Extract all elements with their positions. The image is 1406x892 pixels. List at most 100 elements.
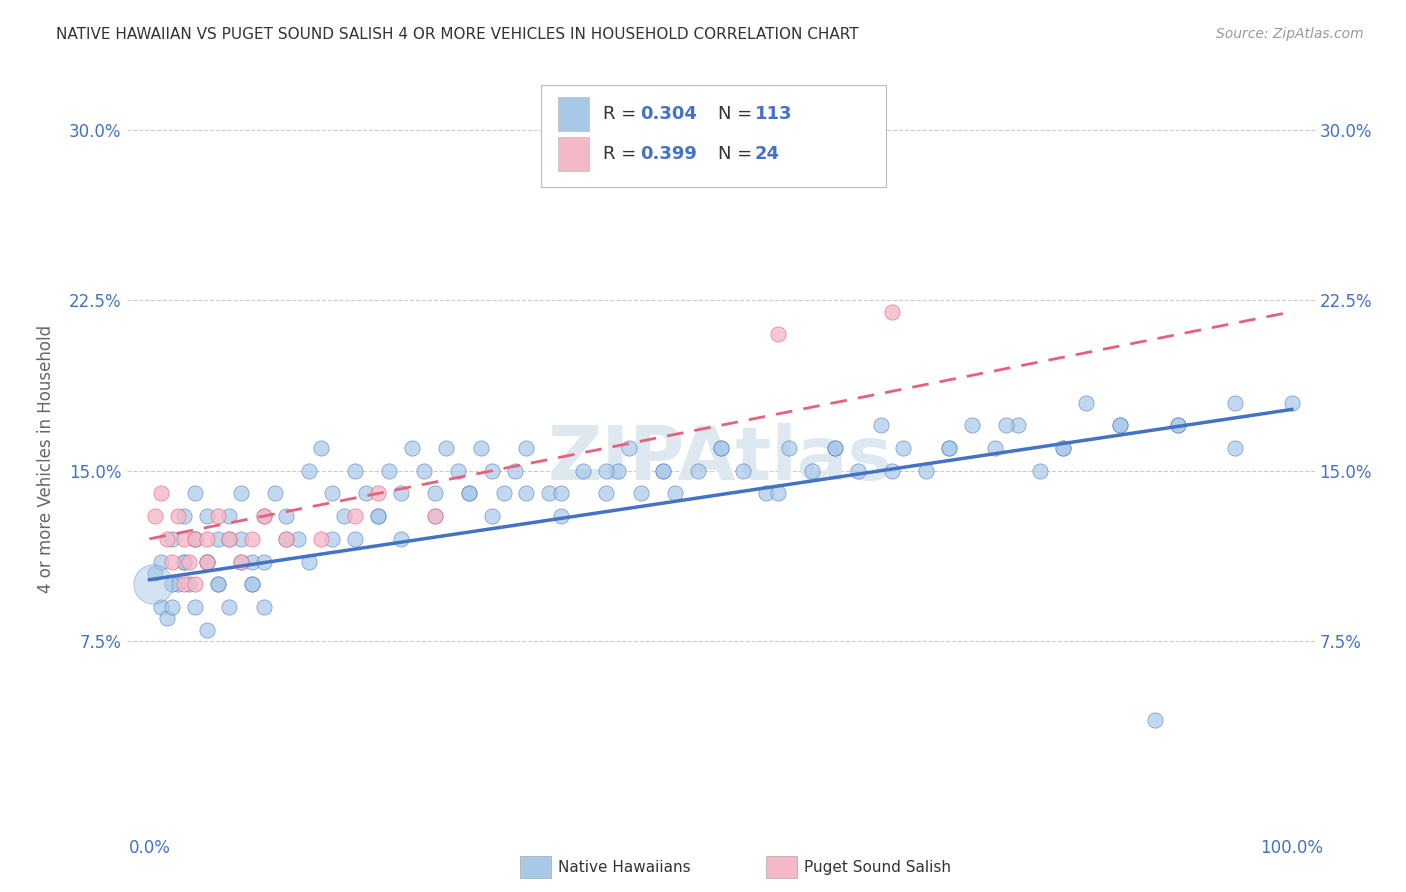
Point — [149, 599, 172, 614]
Point — [423, 486, 446, 500]
Point — [343, 532, 366, 546]
Point — [938, 441, 960, 455]
Point — [287, 532, 309, 546]
Point — [1052, 441, 1074, 455]
Text: 24: 24 — [755, 145, 780, 163]
Point — [218, 599, 240, 614]
Point — [343, 464, 366, 478]
Point — [253, 555, 276, 569]
Point — [1143, 714, 1166, 728]
Point — [470, 441, 492, 455]
Point — [276, 532, 298, 546]
Point — [389, 486, 412, 500]
Text: N =: N = — [718, 145, 758, 163]
Point — [184, 532, 207, 546]
Point — [436, 441, 458, 455]
Point — [367, 509, 389, 524]
Point — [332, 509, 354, 524]
Point — [766, 327, 789, 342]
Point — [298, 464, 321, 478]
Text: Puget Sound Salish: Puget Sound Salish — [804, 860, 952, 874]
Point — [253, 509, 276, 524]
Point — [229, 532, 252, 546]
Point — [389, 532, 412, 546]
Point — [938, 441, 960, 455]
Point — [195, 509, 218, 524]
Point — [1223, 441, 1246, 455]
Point — [503, 464, 526, 478]
Point — [1109, 418, 1132, 433]
Point — [184, 486, 207, 500]
Point — [880, 305, 903, 319]
Point — [298, 555, 321, 569]
Point — [630, 486, 652, 500]
Text: N =: N = — [718, 105, 758, 123]
Point — [492, 486, 515, 500]
Point — [160, 532, 183, 546]
Point — [481, 464, 503, 478]
Point — [824, 441, 846, 455]
Point — [195, 555, 218, 569]
Point — [619, 441, 641, 455]
Point — [515, 486, 537, 500]
Text: Source: ZipAtlas.com: Source: ZipAtlas.com — [1216, 27, 1364, 41]
Point — [160, 577, 183, 591]
Point — [240, 577, 263, 591]
Point — [824, 441, 846, 455]
Point — [195, 623, 218, 637]
Point — [149, 486, 172, 500]
Point — [229, 555, 252, 569]
Point — [143, 566, 166, 580]
Point — [550, 509, 572, 524]
Point — [240, 555, 263, 569]
Text: 113: 113 — [755, 105, 793, 123]
Point — [915, 464, 938, 478]
Point — [253, 599, 276, 614]
Point — [869, 418, 891, 433]
Point — [142, 577, 165, 591]
Point — [173, 555, 195, 569]
Point — [160, 555, 183, 569]
Point — [207, 509, 229, 524]
Point — [458, 486, 481, 500]
Point — [652, 464, 675, 478]
Point — [195, 532, 218, 546]
Point — [229, 555, 252, 569]
Point — [240, 532, 263, 546]
Point — [778, 441, 800, 455]
Point — [1052, 441, 1074, 455]
Point — [1007, 418, 1029, 433]
Point — [401, 441, 423, 455]
Point — [240, 577, 263, 591]
Point — [766, 486, 789, 500]
Point — [595, 486, 617, 500]
Text: ZIPAtlas: ZIPAtlas — [548, 423, 893, 496]
Point — [755, 486, 778, 500]
Point — [173, 509, 195, 524]
Point — [606, 464, 628, 478]
Point — [195, 555, 218, 569]
Point — [218, 532, 240, 546]
Point — [207, 532, 229, 546]
Text: 0.304: 0.304 — [640, 105, 696, 123]
Point — [664, 486, 686, 500]
Text: Native Hawaiians: Native Hawaiians — [558, 860, 690, 874]
Point — [893, 441, 915, 455]
Point — [995, 418, 1018, 433]
Point — [143, 509, 166, 524]
Point — [173, 577, 195, 591]
Point — [801, 464, 824, 478]
Point — [458, 486, 481, 500]
Point — [447, 464, 470, 478]
Point — [378, 464, 401, 478]
Point — [984, 441, 1007, 455]
Point — [179, 555, 201, 569]
Point — [367, 509, 389, 524]
Point — [195, 555, 218, 569]
Point — [160, 599, 183, 614]
Point — [343, 509, 366, 524]
Point — [155, 611, 177, 625]
Point — [321, 532, 343, 546]
Point — [1281, 395, 1303, 409]
Point — [321, 486, 343, 500]
